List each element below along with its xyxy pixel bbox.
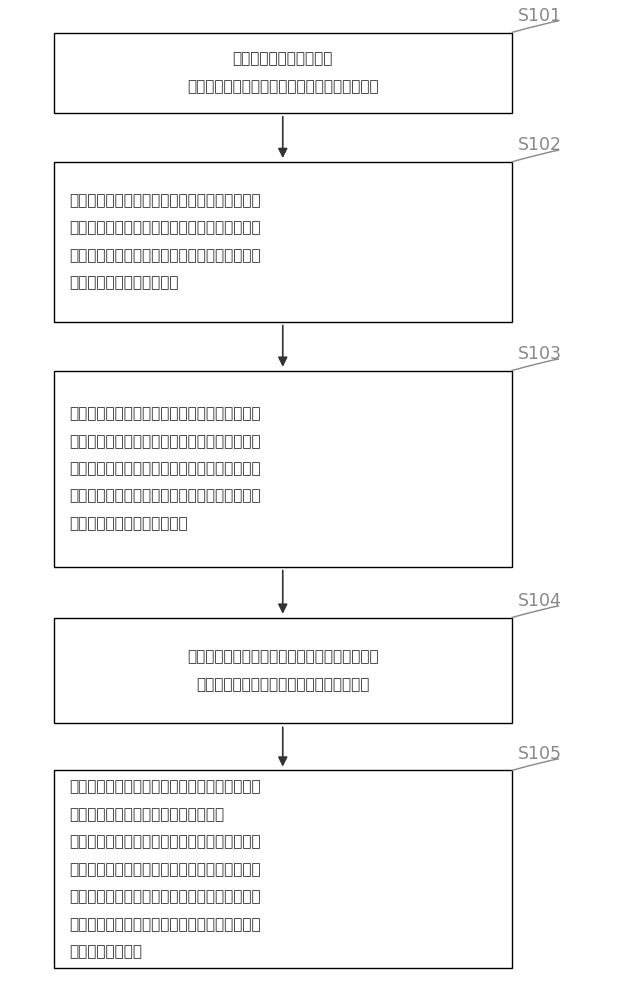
Bar <box>54 162 511 322</box>
Text: 装并开始施做二衬: 装并开始施做二衬 <box>69 944 142 959</box>
Text: 道仰拱开挖，当施工通道进口端核心土拆除及支: 道仰拱开挖，当施工通道进口端核心土拆除及支 <box>69 889 261 904</box>
Text: 由施工通道隧道进口位置开始，向一侧隧道开始: 由施工通道隧道进口位置开始，向一侧隧道开始 <box>69 193 261 208</box>
Text: S105: S105 <box>518 745 562 763</box>
Text: 护。施工通道进口处阗挖完成初期支护后进行隧: 护。施工通道进口处阗挖完成初期支护后进行隧 <box>69 862 261 877</box>
Text: 后，立即开始隧道仰拱开挖，其余各段核心土拆: 后，立即开始隧道仰拱开挖，其余各段核心土拆 <box>69 489 261 504</box>
Text: S102: S102 <box>518 136 562 154</box>
Text: 当施工通道进口处两侧隧道预留核心土分段拆解: 当施工通道进口处两侧隧道预留核心土分段拆解 <box>69 780 261 795</box>
Text: 施工通道进口处一侧核心土分段拆解完成后，开: 施工通道进口处一侧核心土分段拆解完成后，开 <box>187 649 379 664</box>
Text: 双侧壁导坑法开挖所预留的核心土分段拆解长度: 双侧壁导坑法开挖所预留的核心土分段拆解长度 <box>187 79 379 94</box>
Text: 完成后，进行各个核心土拆解段阗挖，: 完成后，进行各个核心土拆解段阗挖， <box>69 807 224 822</box>
Text: 护长度满足二衬台车拼装时，即进行二衬台车拼: 护长度满足二衬台车拼装时，即进行二衬台车拼 <box>69 917 261 932</box>
Bar <box>54 770 511 968</box>
Bar <box>54 618 511 723</box>
Text: 每段核心土拆解均为三级阶梯式由上向下拆解方: 每段核心土拆解均为三级阶梯式由上向下拆解方 <box>69 406 261 421</box>
Text: S103: S103 <box>518 345 562 363</box>
Text: 半径较大的另一侧运送渣土: 半径较大的另一侧运送渣土 <box>69 275 178 290</box>
Text: 每阗挖长度达到一个分段长度时立刻进行初期支: 每阗挖长度达到一个分段长度时立刻进行初期支 <box>69 835 261 850</box>
Text: 法，单段核心土拆解完成后立刻进行初期支护，: 法，单段核心土拆解完成后立刻进行初期支护， <box>69 434 261 449</box>
Text: 分段进行核心土拆解。隧道核心土两侧通道距离: 分段进行核心土拆解。隧道核心土两侧通道距离 <box>69 221 261 236</box>
Text: 解完毕后不进行隧道仰拱开挖: 解完毕后不进行隧道仰拱开挖 <box>69 516 188 531</box>
Bar <box>54 33 511 113</box>
Text: 始另一侧核心土的分段拆解，拆解方法同上: 始另一侧核心土的分段拆解，拆解方法同上 <box>196 677 370 692</box>
Text: 施工通道进口处较近一侧通行施工机械，而转弯: 施工通道进口处较近一侧通行施工机械，而转弯 <box>69 248 261 263</box>
Text: S104: S104 <box>518 592 562 610</box>
Text: S101: S101 <box>518 7 562 25</box>
Text: 施工通道进口处核心土拆解完毕并施做初期支护: 施工通道进口处核心土拆解完毕并施做初期支护 <box>69 461 261 476</box>
Text: 明确隧道围岩等级，确定: 明确隧道围岩等级，确定 <box>233 51 333 66</box>
Bar <box>54 371 511 567</box>
